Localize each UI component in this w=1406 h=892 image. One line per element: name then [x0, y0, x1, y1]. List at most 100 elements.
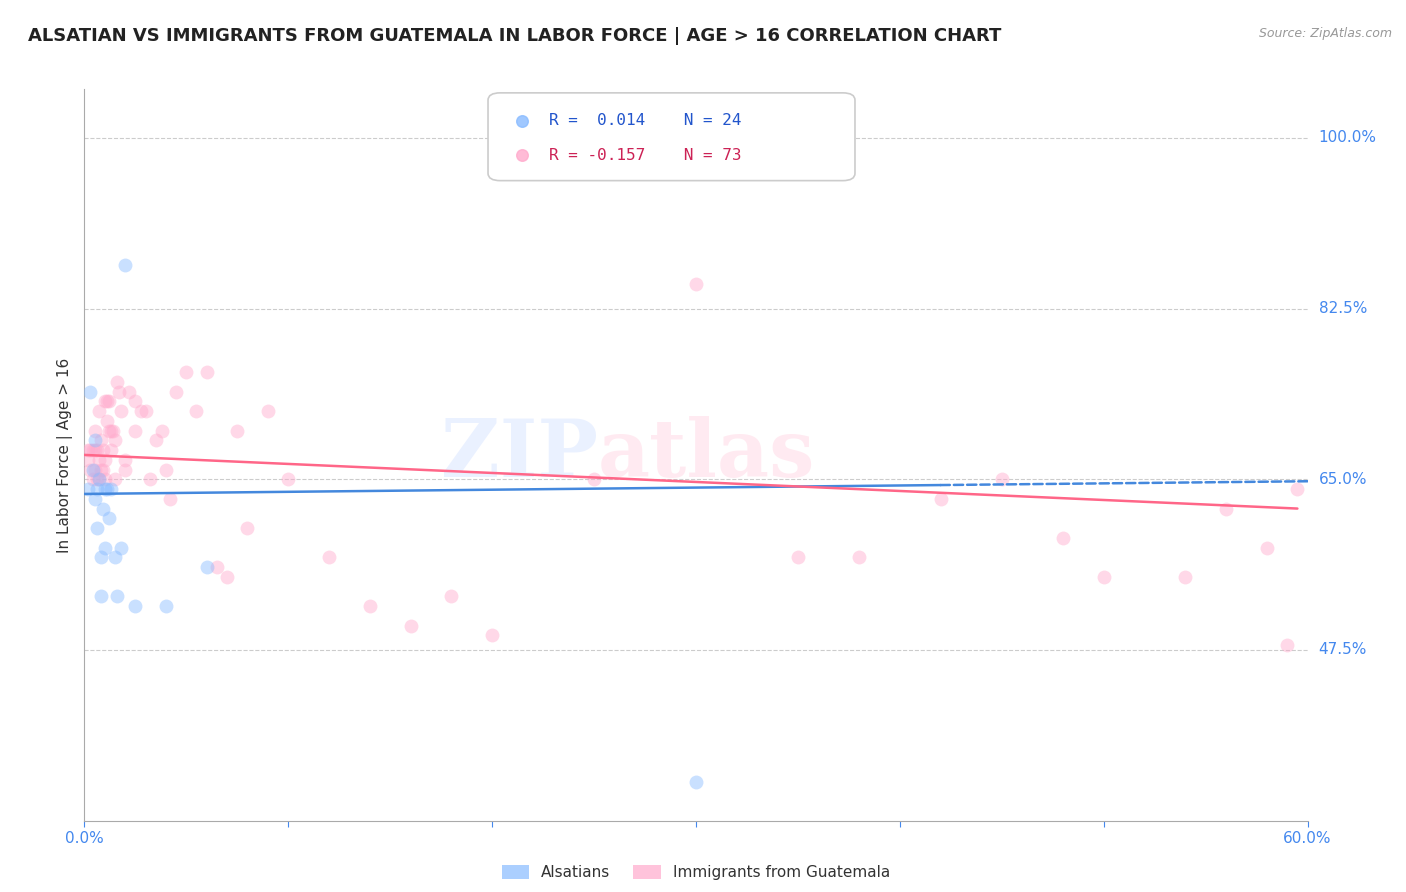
Point — [77, 452, 100, 467]
Text: R = -0.157    N = 73: R = -0.157 N = 73 — [550, 147, 742, 162]
Point — [991, 472, 1014, 486]
Point — [86, 443, 108, 458]
Point — [110, 541, 132, 555]
Point — [155, 462, 177, 476]
Point — [83, 491, 105, 506]
Point — [77, 482, 100, 496]
Point — [318, 550, 340, 565]
Point — [93, 482, 115, 496]
Point — [105, 375, 128, 389]
Text: 82.5%: 82.5% — [1319, 301, 1367, 316]
Point — [87, 404, 110, 418]
Point — [131, 404, 153, 418]
Point — [82, 443, 104, 458]
Point — [86, 472, 108, 486]
Point — [440, 590, 463, 604]
Point — [277, 472, 299, 486]
Point — [93, 541, 115, 555]
Point — [118, 384, 141, 399]
Point — [236, 521, 259, 535]
Point — [83, 462, 105, 476]
Point — [257, 404, 280, 418]
Point — [108, 384, 131, 399]
Point — [359, 599, 381, 613]
Point — [83, 434, 105, 448]
Point — [1256, 541, 1278, 555]
Point — [110, 404, 132, 418]
Point — [105, 590, 128, 604]
Text: 65.0%: 65.0% — [1319, 472, 1367, 487]
Point — [101, 424, 124, 438]
Point — [186, 404, 208, 418]
Point — [124, 599, 146, 613]
Point — [205, 560, 228, 574]
Point — [399, 618, 422, 632]
Point — [91, 501, 114, 516]
Point — [787, 550, 810, 565]
Point — [114, 462, 136, 476]
Point — [96, 482, 118, 496]
Point — [100, 443, 122, 458]
Point — [79, 443, 101, 458]
Point — [135, 404, 157, 418]
Text: Source: ZipAtlas.com: Source: ZipAtlas.com — [1258, 27, 1392, 40]
Point — [165, 384, 187, 399]
Point — [90, 590, 112, 604]
Point — [1286, 482, 1309, 496]
Point — [803, 219, 825, 233]
Legend: Alsatians, Immigrants from Guatemala: Alsatians, Immigrants from Guatemala — [495, 859, 897, 886]
Point — [1215, 501, 1237, 516]
Point — [481, 628, 503, 642]
Point — [582, 472, 605, 486]
Point — [97, 394, 120, 409]
Point — [97, 511, 120, 525]
Point — [82, 462, 104, 476]
Point — [124, 424, 146, 438]
Point — [1052, 531, 1074, 545]
Text: ALSATIAN VS IMMIGRANTS FROM GUATEMALA IN LABOR FORCE | AGE > 16 CORRELATION CHAR: ALSATIAN VS IMMIGRANTS FROM GUATEMALA IN… — [28, 27, 1001, 45]
Point — [150, 424, 173, 438]
Point — [1275, 638, 1298, 652]
Point — [155, 599, 177, 613]
Point — [100, 424, 122, 438]
Point — [90, 462, 112, 476]
Point — [87, 452, 110, 467]
Point — [1092, 570, 1115, 584]
Point — [77, 443, 100, 458]
Point — [79, 462, 101, 476]
Point — [93, 394, 115, 409]
Point — [803, 173, 825, 187]
Text: ZIP: ZIP — [441, 416, 598, 494]
Point — [195, 560, 218, 574]
Point — [91, 443, 114, 458]
Y-axis label: In Labor Force | Age > 16: In Labor Force | Age > 16 — [58, 358, 73, 552]
Point — [174, 365, 197, 379]
Point — [83, 424, 105, 438]
Point — [96, 394, 118, 409]
Point — [87, 472, 110, 486]
Point — [93, 472, 115, 486]
Text: R =  0.014    N = 24: R = 0.014 N = 24 — [550, 113, 742, 128]
Point — [685, 277, 707, 292]
Text: atlas: atlas — [598, 416, 815, 494]
Point — [90, 434, 112, 448]
Point — [104, 550, 127, 565]
Point — [685, 774, 707, 789]
Point — [104, 434, 127, 448]
Point — [79, 384, 101, 399]
Point — [86, 521, 108, 535]
Point — [848, 550, 870, 565]
Point — [83, 443, 105, 458]
Point — [195, 365, 218, 379]
Point — [124, 394, 146, 409]
Point — [1174, 570, 1197, 584]
Text: 47.5%: 47.5% — [1319, 642, 1367, 657]
Point — [929, 491, 952, 506]
Point — [104, 472, 127, 486]
Point — [82, 472, 104, 486]
FancyBboxPatch shape — [488, 93, 855, 180]
Point — [96, 414, 118, 428]
Point — [114, 452, 136, 467]
Point — [87, 472, 110, 486]
Point — [114, 258, 136, 272]
